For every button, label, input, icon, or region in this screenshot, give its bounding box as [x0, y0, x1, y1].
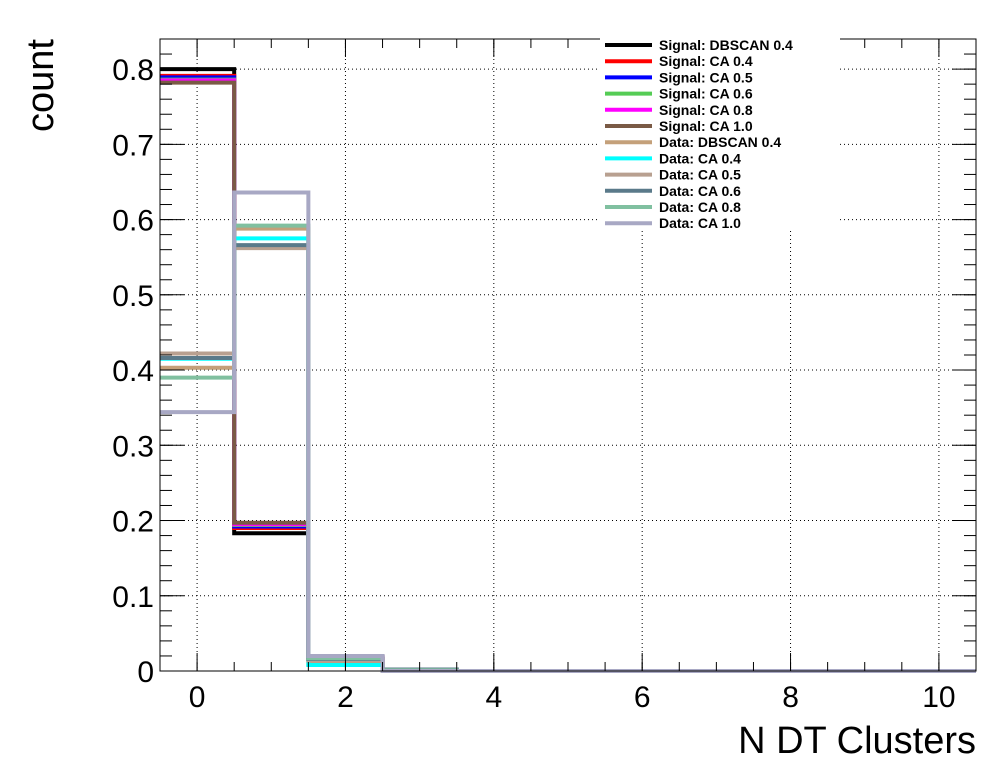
- legend-label: Data: CA 0.8: [659, 199, 741, 215]
- x-tick-label: 2: [337, 681, 354, 714]
- y-axis-title: count: [20, 39, 62, 132]
- x-tick-label: 6: [634, 681, 651, 714]
- legend-label: Signal: CA 0.6: [659, 86, 753, 102]
- x-tick-label: 8: [782, 681, 799, 714]
- y-tick-label: 0.4: [112, 355, 154, 388]
- legend-label: Data: DBSCAN 0.4: [659, 134, 781, 150]
- axis-ticks: [159, 38, 977, 672]
- legend-label: Data: CA 1.0: [659, 215, 741, 231]
- y-tick-label: 0.1: [112, 581, 154, 614]
- y-tick-label: 0.7: [112, 129, 154, 162]
- legend-label: Signal: DBSCAN 0.4: [659, 37, 793, 53]
- legend-label: Data: CA 0.5: [659, 167, 741, 183]
- x-tick-label: 4: [485, 681, 502, 714]
- x-tick-label: 10: [922, 681, 955, 714]
- legend-label: Signal: CA 0.8: [659, 102, 753, 118]
- tick-labels: 0 2 4 6 8 10 0 0.1 0.2 0.3 0.4 0.5 0.6 0.7 0.8: [112, 54, 955, 714]
- y-tick-label: 0.5: [112, 280, 154, 313]
- legend-label: Signal: CA 0.4: [659, 53, 753, 69]
- y-tick-label: 0.3: [112, 430, 154, 463]
- x-axis-title: N DT Clusters: [738, 720, 976, 762]
- y-tick-label: 0: [137, 656, 154, 689]
- y-tick-label: 0.8: [112, 54, 154, 87]
- legend-label: Data: CA 0.4: [659, 150, 741, 166]
- legend-label: Signal: CA 0.5: [659, 69, 753, 85]
- y-tick-label: 0.2: [112, 506, 154, 539]
- legend-label: Signal: CA 1.0: [659, 118, 753, 134]
- y-tick-label: 0.6: [112, 205, 154, 238]
- legend-label: Data: CA 0.6: [659, 183, 741, 199]
- x-tick-label: 0: [189, 681, 206, 714]
- legend-box: [600, 38, 840, 230]
